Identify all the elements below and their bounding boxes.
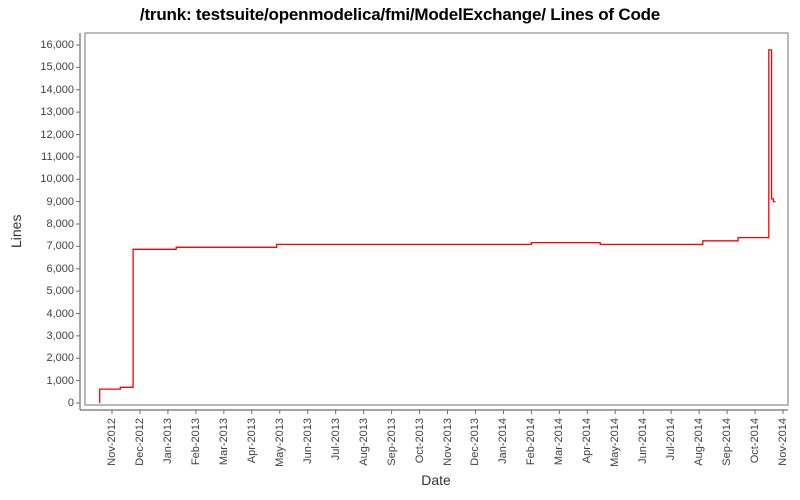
y-tick-label: 13,000 [40,106,74,119]
x-tick-label: Jul-2013 [329,418,342,461]
x-tick-label: Nov-2012 [106,418,118,466]
y-tick-label: 0 [67,397,74,409]
y-tick-label: 11,000 [41,150,74,163]
x-tick-label: Jul-2014 [665,418,678,461]
x-tick-label: Aug-2014 [693,418,706,466]
x-tick-label: May-2013 [273,418,286,467]
x-tick-label: Feb-2014 [525,418,538,466]
y-tick-label: 15,000 [40,61,74,74]
x-tick-label: Feb-2013 [189,418,202,466]
x-tick-label: Nov-2014 [777,418,789,466]
x-tick-label: Oct-2013 [413,418,426,464]
x-tick-label: Dec-2013 [469,418,482,466]
y-tick-label: 6,000 [46,262,74,275]
x-tick-label: Mar-2013 [217,418,230,466]
y-tick-label: 2,000 [46,352,74,365]
y-tick-label: 9,000 [46,195,74,208]
y-tick-label: 1,000 [46,374,74,387]
y-tick-label: 5,000 [46,285,74,298]
y-tick-label: 4,000 [46,307,74,320]
y-tick-label: 14,000 [40,83,74,96]
y-tick-label: 8,000 [46,218,74,230]
x-tick-label: Nov-2013 [441,418,454,466]
x-axis-title: Date [421,472,451,488]
y-tick-label: 3,000 [46,329,74,342]
x-tick-label: Jan-2013 [161,418,174,464]
chart-title: /trunk: testsuite/openmodelica/fmi/Model… [139,5,661,24]
x-tick-label: Apr-2013 [245,418,258,464]
loc-line-series [99,49,776,403]
y-tick-label: 12,000 [40,128,74,141]
x-tick-label: May-2014 [609,418,622,467]
y-tick-label: 10,000 [40,173,74,186]
x-tick-label: Oct-2014 [749,418,762,464]
x-tick-label: Apr-2014 [581,418,594,464]
x-tick-label: Dec-2012 [133,418,146,466]
x-tick-label: Mar-2014 [553,418,566,466]
x-tick-label: Aug-2013 [357,418,370,466]
y-tick-label: 7,000 [46,240,74,253]
x-tick-label: Jun-2014 [637,418,650,464]
plot-border [84,32,789,406]
x-tick-label: Sep-2013 [385,418,398,466]
x-tick-label: Jun-2013 [301,418,314,464]
x-tick-label: Sep-2014 [721,418,734,466]
y-tick-label: 16,000 [40,39,74,51]
x-tick-label: Jan-2014 [497,418,510,464]
